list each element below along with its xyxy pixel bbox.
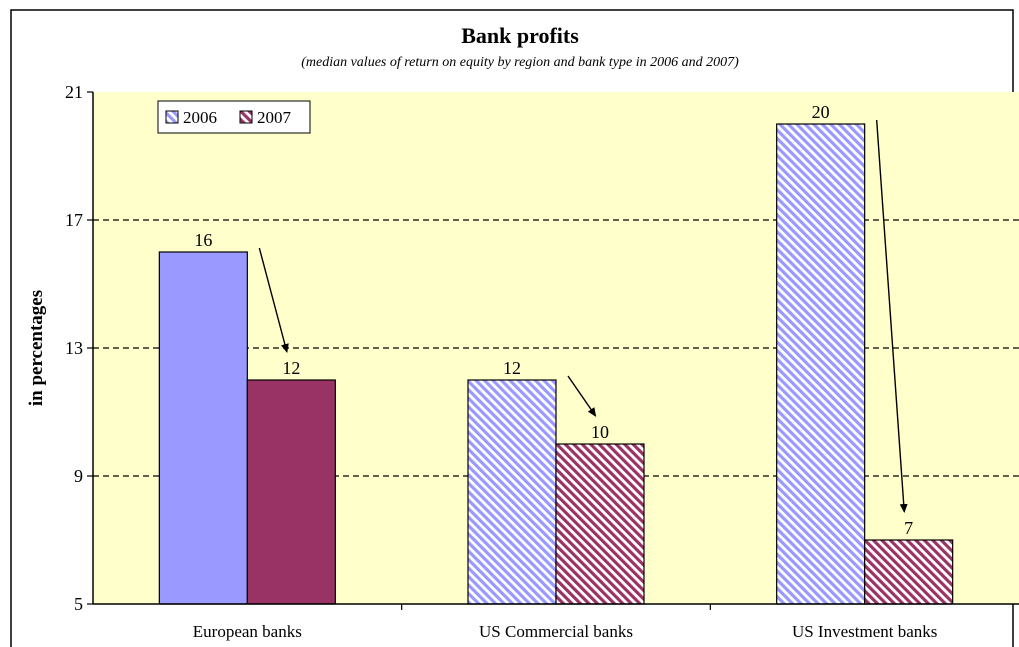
- y-tick-label: 13: [65, 338, 83, 358]
- bar-2006-2: [776, 123, 866, 605]
- legend-label-2007: 2007: [257, 108, 292, 127]
- data-label: 12: [503, 358, 521, 378]
- bar-2006-0: [158, 251, 248, 605]
- bar-2007-2: [864, 539, 954, 605]
- chart-subtitle: (median values of return on equity by re…: [301, 55, 739, 70]
- legend-swatch-2007: [239, 110, 253, 124]
- bar-2006-1: [467, 379, 557, 605]
- x-category-label: US Investment banks: [792, 622, 937, 641]
- data-label: 20: [812, 102, 830, 122]
- bar-2007-0: [246, 379, 336, 605]
- change-arrow: [567, 375, 597, 417]
- change-arrow: [258, 247, 289, 353]
- data-label: 16: [194, 230, 212, 250]
- y-tick-label: 5: [74, 594, 83, 614]
- axis-ticks: 5 9 13 17 21 European banks US Commercial bank…: [65, 82, 937, 641]
- y-tick-label: 21: [65, 82, 83, 102]
- data-label: 7: [904, 518, 913, 538]
- legend-label-2006: 2006: [183, 108, 217, 127]
- data-label: 12: [282, 358, 300, 378]
- change-arrows: [258, 119, 908, 513]
- data-label: 10: [591, 422, 609, 442]
- data-labels: 16 12 12 10 20 7: [194, 102, 913, 538]
- y-axis-label: in percentages: [26, 290, 47, 406]
- x-category-label: US Commercial banks: [479, 622, 633, 641]
- legend-swatch-2006: [165, 110, 179, 124]
- chart-title: Bank profits: [461, 23, 579, 48]
- legend: 2006 2007: [157, 100, 311, 134]
- change-arrow: [875, 119, 908, 513]
- legend-box: [157, 100, 311, 134]
- y-tick-label: 9: [74, 466, 83, 486]
- bar-2007-1: [555, 443, 645, 605]
- y-tick-label: 17: [65, 210, 83, 230]
- x-category-label: European banks: [193, 622, 302, 641]
